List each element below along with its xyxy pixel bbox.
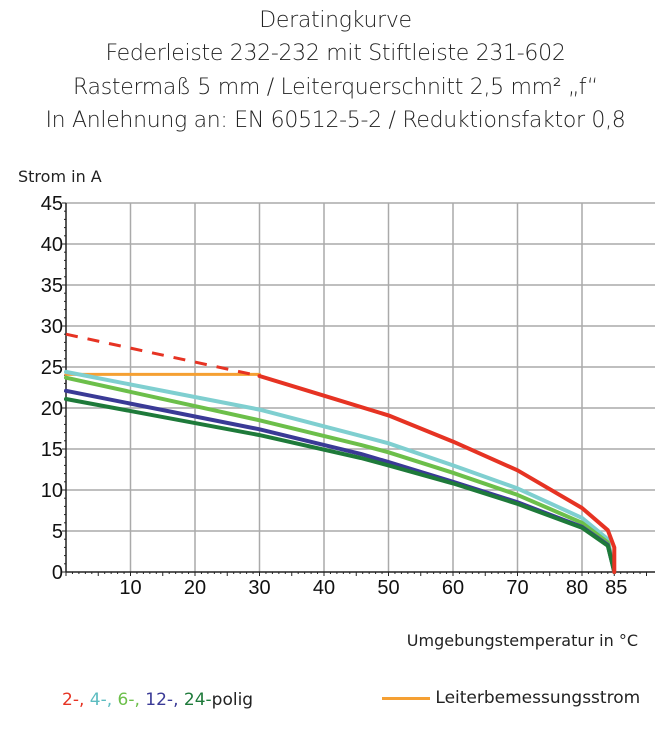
x-tick-label: 40: [313, 577, 335, 599]
legend-suffix: polig: [211, 690, 254, 710]
y-tick-label: 30: [41, 316, 63, 338]
y-axis-label: Strom in A: [18, 167, 102, 186]
legend-12: 12-: [145, 690, 174, 710]
y-tick-label: 10: [41, 480, 63, 502]
y-tick-label: 15: [41, 439, 63, 461]
y-tick-label: 35: [41, 275, 63, 297]
series-line-2: [257, 374, 617, 574]
y-tick-label: 40: [41, 234, 63, 256]
chart-title-line-1: Deratingkurve: [259, 8, 412, 33]
series-line-4: [64, 369, 617, 574]
legend-current-label: Leiterbemessungsstrom: [435, 688, 641, 708]
series-line-12: [64, 388, 617, 574]
series-line-24: [64, 397, 617, 574]
x-tick-label: 50: [377, 577, 399, 599]
legend-6: 6-: [117, 690, 135, 710]
chart-title-line-4: In Anlehnung an: EN 60512-5-2 / Reduktio…: [45, 108, 626, 133]
y-tick-label: 5: [52, 521, 63, 543]
legend-24: 24-: [183, 690, 212, 710]
x-axis-label: Umgebungstemperatur in °C: [407, 631, 638, 650]
legend-2: 2-: [62, 690, 79, 710]
x-tick-label: 30: [248, 577, 270, 599]
chart-title-line-3: Rastermaß 5 mm / Leiterquerschnitt 2,5 m…: [73, 75, 598, 100]
x-tick-label: 20: [184, 577, 206, 599]
series-line-6: [64, 375, 617, 574]
series-line-2-extrapoliert: [65, 332, 260, 378]
x-tick-label: 60: [442, 577, 464, 599]
legend-4: 4-: [89, 690, 107, 710]
x-tick-label: 10: [119, 577, 141, 599]
legend-current-swatch: [382, 696, 430, 700]
chart-title-line-2: Federleiste 232-232 mit Stiftleiste 231-…: [105, 41, 566, 66]
x-tick-label: 85: [605, 577, 627, 599]
x-tick-label: 70: [506, 577, 528, 599]
y-tick-label: 0: [52, 562, 63, 584]
y-tick-label: 20: [41, 398, 63, 420]
legend-series: 2-, 4-, 6-, 12-, 24-polig: [62, 690, 254, 710]
y-tick-label: 25: [41, 357, 63, 379]
x-tick-label: 80: [566, 577, 588, 599]
legend-current: Leiterbemessungsstrom: [382, 688, 640, 708]
y-tick-label: 45: [41, 193, 63, 215]
